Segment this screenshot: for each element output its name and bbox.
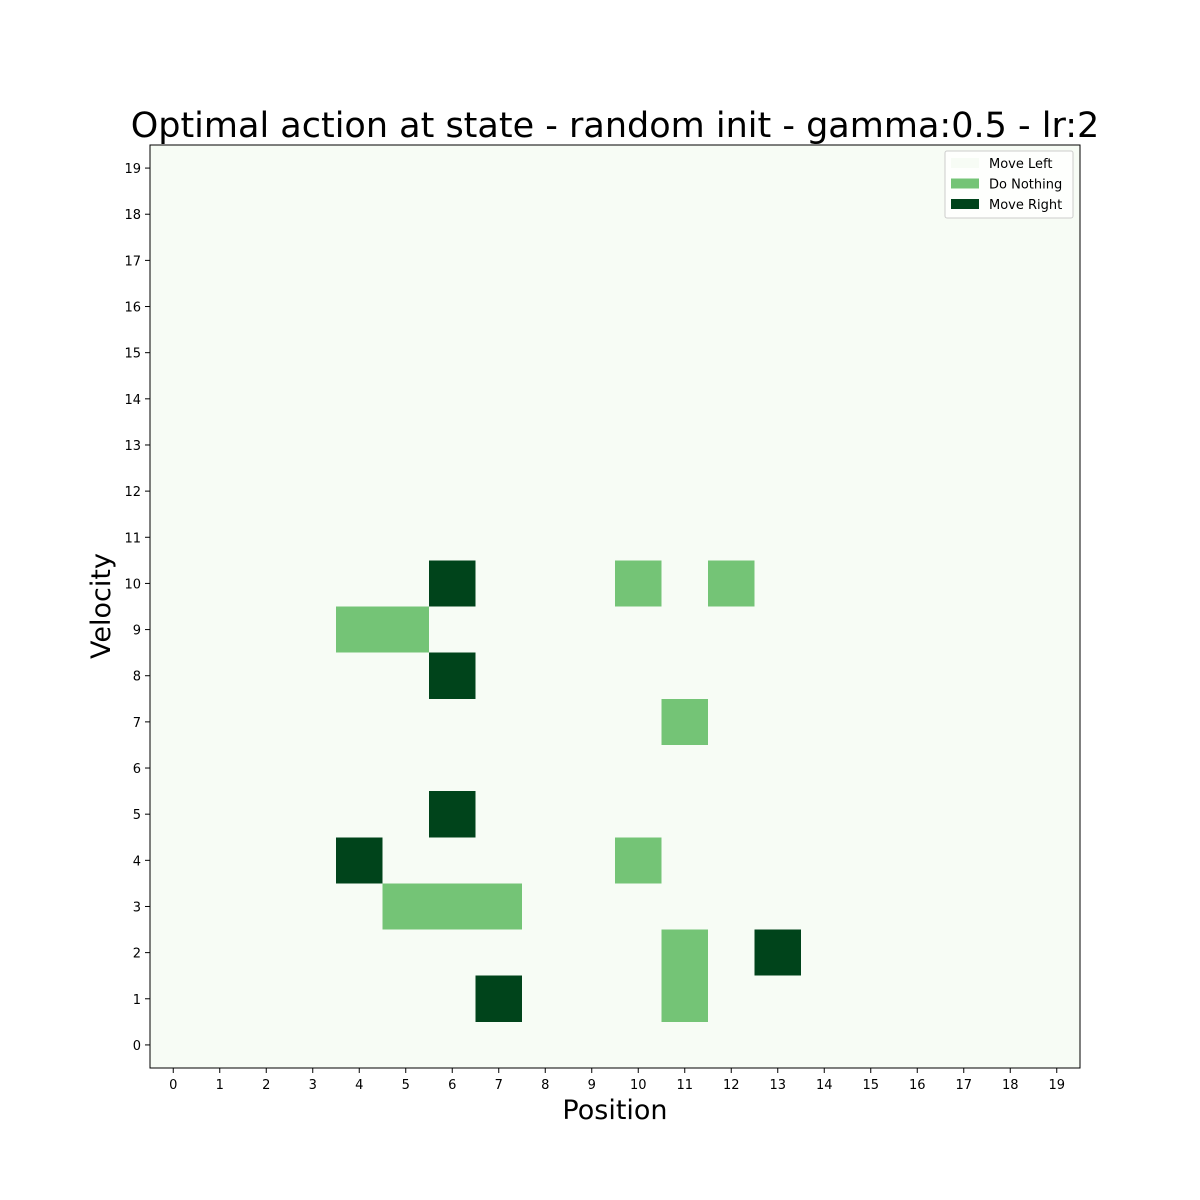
heatmap-cell — [754, 929, 801, 976]
y-tick-label: 19 — [124, 162, 141, 177]
heatmap-cell — [475, 975, 522, 1022]
x-tick-label: 1 — [216, 1078, 224, 1093]
heatmap-cell — [382, 883, 429, 930]
plot-frame — [149, 144, 1081, 1069]
x-tick-label: 11 — [676, 1078, 693, 1093]
x-tick-label: 6 — [448, 1078, 456, 1093]
x-tick-label: 3 — [309, 1078, 317, 1093]
y-tick-label: 6 — [133, 762, 141, 777]
x-tick-label: 9 — [588, 1078, 596, 1093]
y-tick-label: 1 — [133, 993, 141, 1008]
legend-swatch — [951, 178, 979, 189]
legend-swatch — [951, 199, 979, 209]
x-tick-label: 16 — [909, 1078, 926, 1093]
x-axis-ticks: 0 1 2 3 4 5 6 7 8 9 10 11 12 13 14 15 16 17 18 19 — [169, 1068, 1065, 1093]
y-tick-label: 10 — [124, 577, 141, 592]
heatmap-cell — [661, 929, 708, 976]
y-tick-label: 4 — [133, 854, 141, 869]
x-axis-label: Position — [562, 1095, 667, 1126]
x-tick-label: 14 — [816, 1078, 833, 1093]
heatmap-cell — [336, 606, 383, 653]
heatmap-cell — [382, 606, 429, 653]
legend-label: Move Left — [989, 157, 1052, 172]
x-tick-label: 13 — [769, 1078, 786, 1093]
y-tick-label: 9 — [133, 624, 141, 639]
x-tick-label: 2 — [262, 1078, 270, 1093]
heatmap-cell — [429, 791, 476, 838]
y-tick-label: 13 — [124, 439, 141, 454]
y-tick-label: 12 — [124, 485, 141, 500]
legend: Move Left Do Nothing Move Right — [944, 150, 1074, 219]
legend-label: Move Right — [989, 198, 1062, 213]
y-tick-label: 2 — [133, 947, 141, 962]
y-tick-label: 5 — [133, 808, 141, 823]
y-tick-label: 8 — [133, 670, 141, 685]
heatmap-cell — [708, 560, 755, 607]
y-tick-label: 7 — [133, 716, 141, 731]
x-tick-label: 19 — [1048, 1078, 1065, 1093]
y-tick-label: 15 — [124, 347, 141, 362]
heatmap-cell — [429, 560, 476, 607]
x-tick-label: 4 — [355, 1078, 363, 1093]
legend-swatch — [951, 158, 979, 168]
x-tick-label: 5 — [402, 1078, 410, 1093]
x-tick-label: 7 — [495, 1078, 503, 1093]
heatmap-cell — [661, 975, 708, 1022]
y-tick-label: 17 — [124, 254, 141, 269]
y-tick-label: 18 — [124, 208, 141, 223]
x-tick-label: 18 — [1002, 1078, 1019, 1093]
y-axis-label: Velocity — [86, 553, 117, 659]
x-tick-label: 12 — [723, 1078, 740, 1093]
heatmap-cell — [615, 837, 662, 884]
x-tick-label: 0 — [169, 1078, 177, 1093]
y-tick-label: 3 — [133, 900, 141, 915]
heatmap-cell — [429, 883, 476, 930]
heatmap-cells — [150, 145, 1080, 1068]
x-tick-label: 17 — [955, 1078, 972, 1093]
y-tick-label: 14 — [124, 393, 141, 408]
heatmap-cell — [429, 652, 476, 699]
heatmap-cell — [336, 837, 383, 884]
heatmap-cell — [615, 560, 662, 607]
heatmap-cell — [661, 698, 708, 745]
y-tick-label: 16 — [124, 301, 141, 316]
x-tick-label: 10 — [630, 1078, 647, 1093]
x-tick-label: 15 — [862, 1078, 879, 1093]
chart-title: Optimal action at state - random init - … — [131, 106, 1100, 146]
x-tick-label: 8 — [541, 1078, 549, 1093]
heatmap-cell — [475, 883, 522, 930]
legend-label: Do Nothing — [989, 178, 1062, 193]
y-tick-label: 11 — [124, 531, 141, 546]
y-tick-label: 0 — [133, 1039, 141, 1054]
